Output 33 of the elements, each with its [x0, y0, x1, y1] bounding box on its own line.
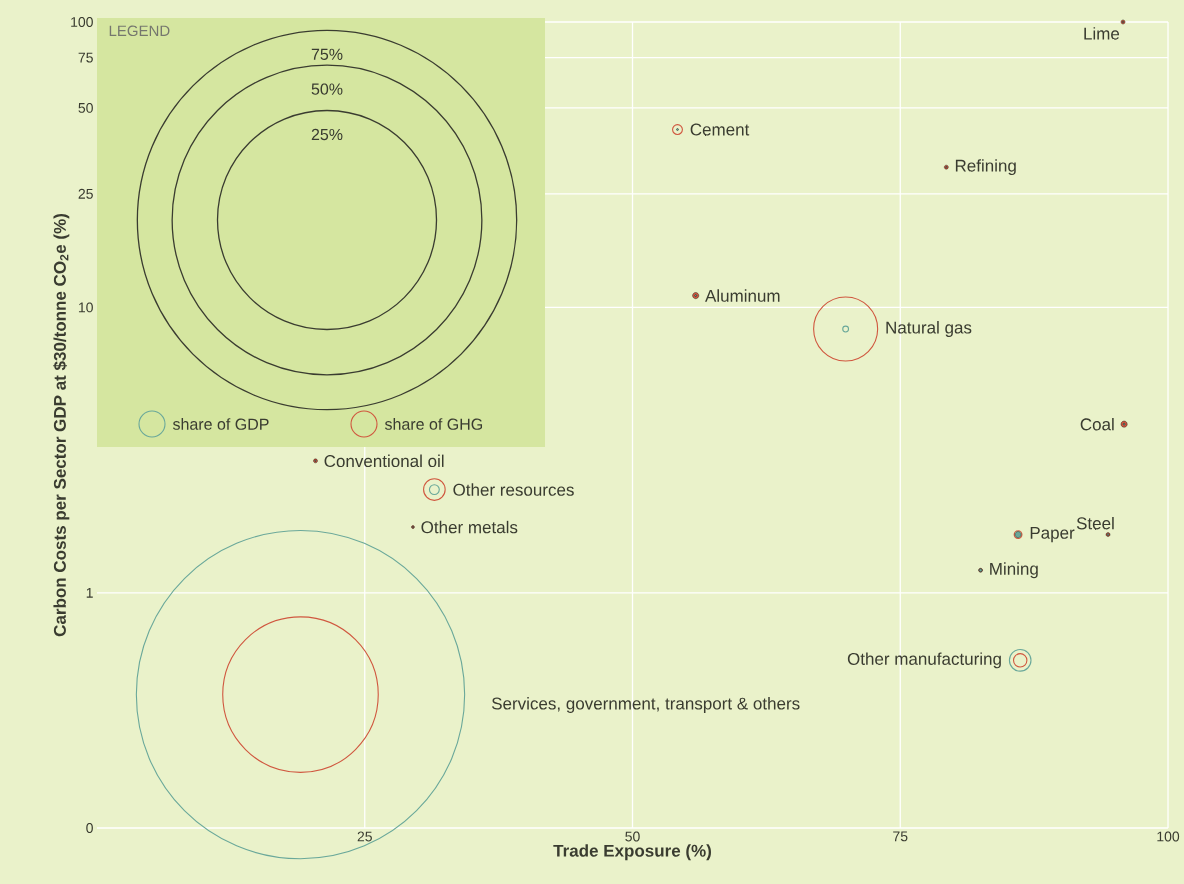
annotation: Cement [690, 123, 750, 136]
annotation: Mining [990, 562, 1038, 579]
annotation: Natural gas [886, 321, 972, 337]
y-axis-title: Carbon Costs per Sector GDP at $30/tonne CO$_{2}$e (%) [53, 214, 70, 637]
y-tick-label: 100 [71, 17, 93, 27]
legend-label: share of GDP [172, 418, 269, 430]
x-tick-label: 50 [625, 831, 640, 842]
y-tick-label: 1 [86, 588, 93, 598]
x-axis-title: Trade Exposure (%) [553, 844, 711, 861]
legend-label: 50% [311, 83, 343, 95]
x-tick-label: 100 [1157, 831, 1180, 842]
annotation: Steel [1076, 516, 1114, 530]
annotation: Aluminum [705, 289, 780, 302]
annotation: Services, government, transport & others [491, 697, 800, 713]
y-tick-label: 50 [78, 102, 93, 113]
annotation: Paper [1030, 526, 1075, 543]
y-tick-label: 75 [78, 52, 93, 63]
y-tick-label: 10 [78, 302, 93, 313]
annotation: Other manufacturing [847, 652, 1001, 669]
legend-label: 75% [311, 48, 343, 60]
y-tick-label: 0 [86, 823, 93, 833]
annotation: Lime [1084, 27, 1120, 40]
annotation: Refining [955, 159, 1016, 176]
annotation: Coal [1080, 417, 1114, 431]
legend-label: 25% [311, 128, 343, 141]
annotation: Conventional oil [324, 454, 444, 468]
annotation: Other resources [453, 483, 574, 496]
annotation: Other metals [421, 520, 518, 534]
x-tick-label: 25 [357, 831, 372, 842]
legend-label: share of GHG [384, 418, 483, 430]
legend-title: LEGEND [109, 25, 170, 37]
x-tick-label: 75 [893, 831, 908, 842]
y-tick-label: 25 [78, 188, 93, 199]
